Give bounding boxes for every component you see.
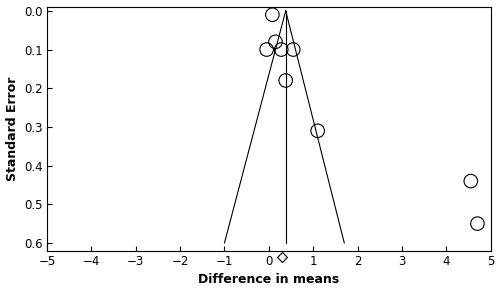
Point [289,47,297,52]
Point [467,179,475,183]
X-axis label: Difference in means: Difference in means [198,273,340,286]
Y-axis label: Standard Error: Standard Error [6,77,18,181]
Point [282,78,290,83]
Point [262,47,270,52]
Point [278,47,285,52]
Point [474,221,482,226]
Point [314,128,322,133]
Point [268,12,276,17]
Point [272,39,280,44]
